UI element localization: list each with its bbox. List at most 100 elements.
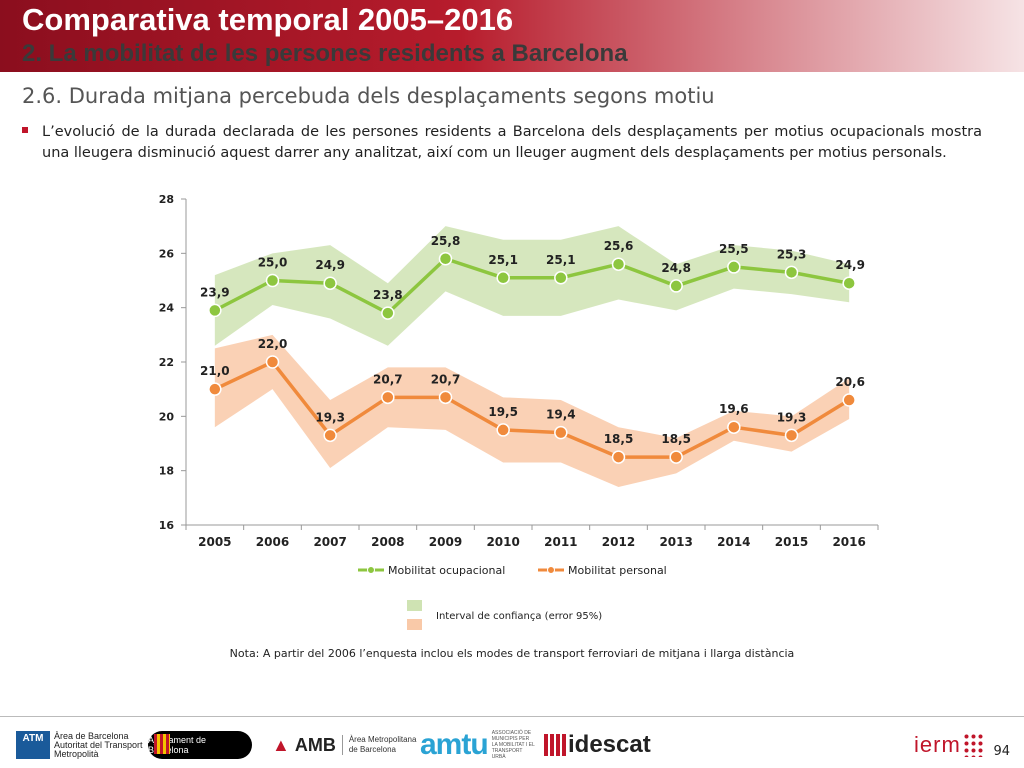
amb-logo-text: Àrea Metropolitana de Barcelona bbox=[341, 735, 417, 755]
x-tick-label-0: 2005 bbox=[198, 535, 231, 549]
x-tick-label-6: 2011 bbox=[544, 535, 577, 549]
x-tick-label-8: 2013 bbox=[659, 535, 692, 549]
series-0-data-label-6: 25,1 bbox=[546, 253, 576, 267]
series-1-point-9 bbox=[727, 420, 741, 434]
series-1-point-7 bbox=[611, 450, 626, 464]
series-0-point-6 bbox=[554, 271, 568, 285]
idescat-logo: idescat bbox=[544, 730, 651, 760]
series-1-data-label-1: 22,0 bbox=[258, 337, 288, 351]
series-0-point-5 bbox=[496, 271, 510, 285]
atm-logo: ATM Àrea de Barcelona Autoritat del Tran… bbox=[16, 730, 143, 760]
series-line-1 bbox=[214, 360, 851, 459]
amb-mark-text: AMB bbox=[294, 734, 336, 755]
series-1-data-label-5: 19,5 bbox=[488, 405, 518, 419]
y-tick-label-3: 22 bbox=[159, 356, 174, 369]
series-1-data-label-9: 19,6 bbox=[719, 402, 749, 416]
y-tick-label-4: 24 bbox=[159, 302, 175, 315]
series-1-point-1 bbox=[265, 355, 280, 369]
series-0-point-2 bbox=[323, 276, 337, 290]
atm-logo-text: Àrea de Barcelona Autoritat del Transpor… bbox=[54, 730, 143, 759]
header-banner bbox=[0, 0, 1024, 72]
series-1-data-label-8: 18,5 bbox=[661, 432, 691, 446]
series-1-data-label-2: 19,3 bbox=[315, 410, 345, 424]
y-tick-label-2: 20 bbox=[159, 410, 175, 423]
series-0-data-label-8: 24,8 bbox=[661, 261, 691, 275]
series-0-point-3 bbox=[381, 306, 395, 320]
legend-label-0: Mobilitat ocupacional bbox=[388, 564, 505, 577]
atm-line3: Metropolità bbox=[54, 748, 99, 759]
bullet-square-icon bbox=[22, 127, 28, 133]
page-number: 94 bbox=[993, 744, 1010, 759]
series-0-point-7 bbox=[611, 257, 626, 271]
series-0-data-label-9: 25,5 bbox=[719, 242, 749, 256]
series-1-point-3 bbox=[381, 390, 395, 405]
x-tick-label-7: 2012 bbox=[602, 535, 635, 549]
amb-line1: Àrea Metropolitana bbox=[348, 735, 417, 744]
series-0-point-4 bbox=[438, 252, 453, 266]
atm-line1: Àrea de Barcelona bbox=[54, 730, 129, 741]
series-0-point-9 bbox=[727, 260, 741, 274]
series-1-data-label-10: 19,3 bbox=[777, 410, 807, 424]
series-1-data-label-7: 18,5 bbox=[604, 432, 634, 446]
page-title: Comparativa temporal 2005–2016 bbox=[22, 2, 514, 37]
series-1-point-11 bbox=[842, 393, 856, 407]
series-1-point-4 bbox=[438, 390, 453, 405]
amtu-logo-text: ASSOCIACIÓ DE MUNICIPIS PER LA MOBILITAT… bbox=[491, 730, 535, 760]
series-0-data-label-11: 24,9 bbox=[835, 258, 865, 272]
series-1-point-10 bbox=[784, 428, 799, 443]
series-0-data-label-2: 24,9 bbox=[315, 258, 345, 272]
amb-logo: ▲ AMB Àrea Metropolitana de Barcelona bbox=[272, 730, 416, 760]
chart-note: Nota: A partir del 2006 l’enquesta inclo… bbox=[229, 647, 795, 660]
legend-band-label: Interval de confiança (error 95%) bbox=[436, 611, 602, 622]
amtu-logo-mark: amtu bbox=[420, 728, 489, 761]
ajuntament-logo: Ajuntament de Barcelona bbox=[148, 730, 252, 760]
legend-label-1: Mobilitat personal bbox=[568, 564, 667, 577]
series-1-point-6 bbox=[554, 425, 568, 440]
y-tick-label-0: 16 bbox=[159, 519, 175, 532]
x-tick-label-11: 2016 bbox=[832, 535, 865, 549]
iermb-logo-dots-icon bbox=[962, 733, 985, 757]
series-1-data-label-0: 21,0 bbox=[200, 364, 230, 378]
x-tick-label-1: 2006 bbox=[256, 535, 289, 549]
series-1-point-8 bbox=[669, 450, 683, 464]
footer: ATM Àrea de Barcelona Autoritat del Tran… bbox=[0, 718, 1024, 768]
x-tick-label-4: 2009 bbox=[429, 535, 462, 549]
legend-band-swatch-1 bbox=[407, 619, 422, 630]
amb-line2: de Barcelona bbox=[348, 745, 396, 754]
idescat-logo-mark: idescat bbox=[568, 731, 651, 758]
confidence-band-0 bbox=[214, 226, 850, 346]
atm-line2: Autoritat del Transport bbox=[54, 739, 143, 750]
series-0-point-8 bbox=[669, 279, 683, 293]
iermb-logo-mark: ierm bbox=[914, 732, 961, 757]
series-0-data-label-1: 25,0 bbox=[258, 256, 288, 270]
bullet-text: L’evolució de la durada declarada de les… bbox=[42, 124, 982, 161]
series-1-point-2 bbox=[323, 428, 337, 443]
amtu-logo: amtu ASSOCIACIÓ DE MUNICIPIS PER LA MOBI… bbox=[420, 728, 536, 761]
footer-divider bbox=[0, 716, 1024, 717]
y-tick-label-6: 28 bbox=[159, 193, 174, 206]
section-title: 2.6. Durada mitjana percebuda dels despl… bbox=[22, 84, 715, 108]
x-tick-label-2: 2007 bbox=[313, 535, 346, 549]
series-0-data-label-0: 23,9 bbox=[200, 285, 230, 299]
series-0-point-11 bbox=[842, 276, 856, 290]
series-1-point-0 bbox=[208, 382, 222, 396]
series-0-data-label-4: 25,8 bbox=[431, 234, 461, 248]
series-0-point-10 bbox=[784, 265, 799, 280]
series-1-point-5 bbox=[496, 423, 510, 437]
amb-logo-mark: ▲ AMB bbox=[272, 734, 336, 755]
series-1-data-label-3: 20,7 bbox=[373, 372, 403, 386]
series-1-data-label-6: 19,4 bbox=[546, 408, 576, 422]
series-0-data-label-10: 25,3 bbox=[777, 247, 807, 261]
series-0-data-label-5: 25,1 bbox=[488, 253, 518, 267]
x-tick-label-10: 2015 bbox=[775, 535, 808, 549]
series-1-data-label-11: 20,6 bbox=[835, 375, 865, 389]
idescat-logo-icon bbox=[544, 734, 566, 756]
barcelona-crest-icon bbox=[154, 734, 170, 754]
series-1-data-label-4: 20,7 bbox=[431, 372, 461, 386]
page-subtitle: 2. La mobilitat de les persones resident… bbox=[22, 40, 628, 67]
y-tick-label-1: 18 bbox=[159, 465, 174, 478]
y-tick-label-5: 26 bbox=[159, 247, 175, 260]
legend-band-swatch-0 bbox=[407, 600, 422, 611]
x-tick-label-5: 2010 bbox=[486, 535, 519, 549]
series-0-point-1 bbox=[265, 273, 280, 288]
